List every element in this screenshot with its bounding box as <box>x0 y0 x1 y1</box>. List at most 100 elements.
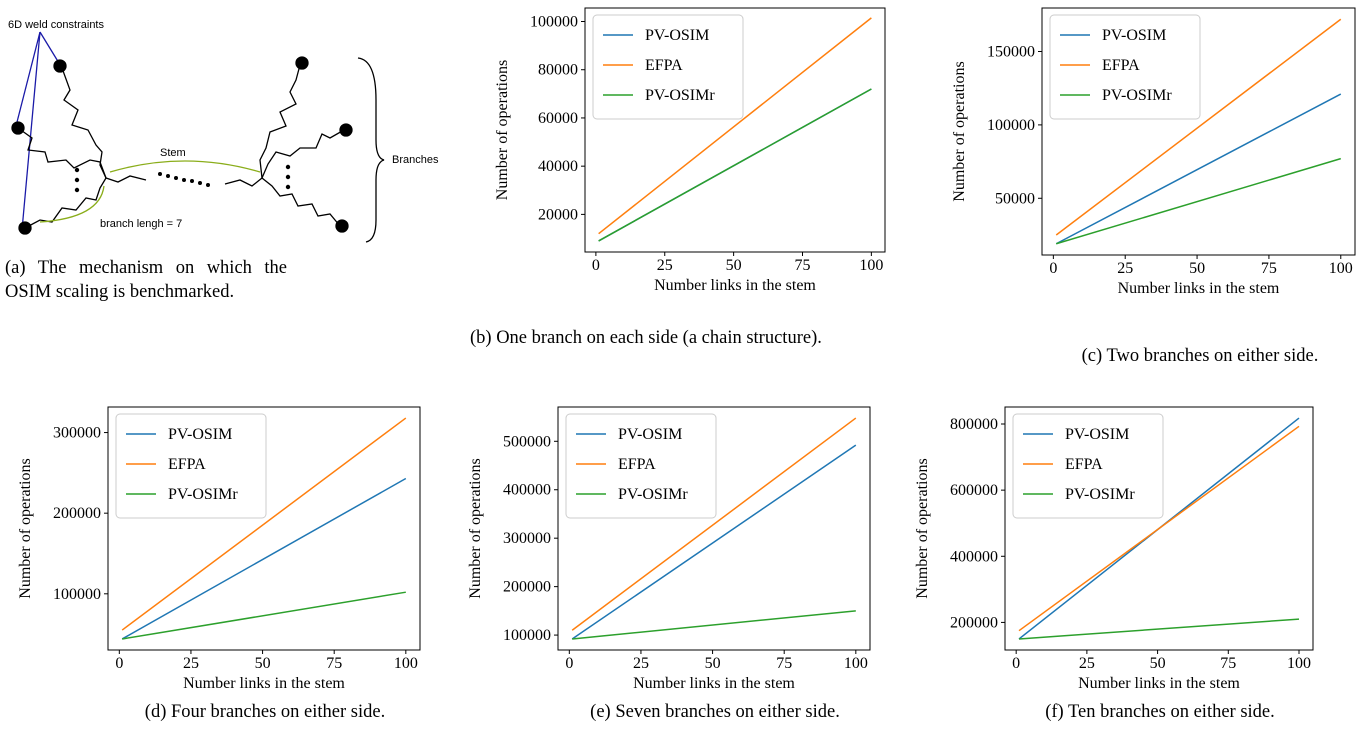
y-tick-label: 200000 <box>53 505 101 522</box>
axes-frame <box>584 7 886 253</box>
legend-label: PV-OSIMr <box>168 486 238 503</box>
y-axis-label: Number of operations <box>17 458 34 598</box>
legend-label: PV-OSIM <box>1065 426 1129 443</box>
caption: (a) The mechanism on which the OSIM scal… <box>5 258 287 302</box>
legend-label: EFPA <box>1065 456 1103 473</box>
x-tick-label: 50 <box>1189 260 1205 277</box>
series-line <box>598 88 872 242</box>
series-line <box>1055 93 1342 245</box>
y-tick-label: 300000 <box>503 530 551 547</box>
y-tick-label: 200000 <box>503 579 551 596</box>
y-tick-label: 100000 <box>53 586 101 603</box>
ellipsis-dots <box>74 164 291 193</box>
x-tick-label: 50 <box>1150 655 1166 672</box>
x-tick-label: 25 <box>1079 655 1095 672</box>
y-tick-label: 400000 <box>950 548 998 565</box>
diagram-label: Branches <box>392 154 439 166</box>
y-tick-label: 600000 <box>950 482 998 499</box>
x-tick-label: 50 <box>255 655 271 672</box>
caption: (d) Four branches on either side. <box>144 702 386 722</box>
end-effector <box>335 219 349 233</box>
end-effector <box>295 56 309 70</box>
y-tick-label: 300000 <box>53 425 101 442</box>
mechanism-diagram <box>11 31 385 243</box>
series-line <box>1018 618 1300 640</box>
y-axis-label: Number of operations <box>914 458 931 598</box>
branch <box>261 129 345 179</box>
x-axis-label: Number links in the stem <box>183 675 345 692</box>
series-line <box>1056 157 1341 245</box>
x-axis-label: Number links in the stem <box>1118 280 1280 297</box>
series-line <box>1055 18 1342 236</box>
x-tick-label: 75 <box>1220 655 1236 672</box>
legend: PV-OSIM EFPA PV-OSIMr <box>115 413 267 519</box>
y-tick-label: 500000 <box>503 433 551 450</box>
stem-arrow <box>109 160 261 173</box>
legend-label: PV-OSIM <box>1102 27 1166 44</box>
caption: (f) Ten branches on either side. <box>1045 702 1275 722</box>
legend-label: PV-OSIMr <box>1065 486 1135 503</box>
stem <box>105 175 147 183</box>
legend-label: EFPA <box>618 456 656 473</box>
x-tick-label: 75 <box>326 655 342 672</box>
end-effector <box>53 59 67 73</box>
x-tick-label: 50 <box>705 655 721 672</box>
y-tick-label: 200000 <box>950 614 998 631</box>
diagram-label: Stem <box>160 147 186 159</box>
diagram-label: branch lengh = 7 <box>100 218 182 230</box>
x-tick-label: 25 <box>183 655 199 672</box>
x-tick-label: 100 <box>844 655 868 672</box>
y-axis-label: Number of operations <box>951 61 968 201</box>
x-tick-label: 0 <box>1049 260 1057 277</box>
chart: 0 25 50 75 100 200000 400000 600000 800000 Number… <box>914 406 1314 692</box>
chart: 0 25 50 75 100 100000 200000 300000 400000 500000… <box>467 406 871 692</box>
end-effector <box>11 121 25 135</box>
legend-box <box>1049 14 1201 120</box>
x-tick-label: 100 <box>394 655 418 672</box>
series-line <box>121 417 407 631</box>
brace <box>357 57 385 243</box>
y-tick-label: 800000 <box>950 416 998 433</box>
legend-box <box>565 413 717 519</box>
series-line <box>1018 425 1300 632</box>
axes-frame <box>1041 7 1356 256</box>
branch <box>24 177 107 229</box>
chart: 0 25 50 75 100 50000 100000 150000 Number links … <box>951 7 1356 297</box>
x-tick-label: 100 <box>1329 260 1353 277</box>
x-tick-label: 50 <box>726 257 742 274</box>
axes-frame <box>1004 406 1314 651</box>
legend-label: PV-OSIMr <box>645 87 715 104</box>
x-tick-label: 75 <box>1261 260 1277 277</box>
x-axis-label: Number links in the stem <box>654 277 816 294</box>
x-tick-label: 0 <box>592 257 600 274</box>
caption: (b) One branch on each side (a chain str… <box>470 328 822 348</box>
x-tick-label: 100 <box>1287 655 1311 672</box>
end-effector <box>339 123 353 137</box>
legend: PV-OSIM EFPA PV-OSIMr <box>592 14 744 120</box>
diagram-label: 6D weld constraints <box>8 19 104 31</box>
legend-box <box>1012 413 1164 519</box>
legend-label: PV-OSIMr <box>1102 87 1172 104</box>
y-axis-label: Number of operations <box>494 60 511 200</box>
x-axis-label: Number links in the stem <box>633 675 795 692</box>
x-tick-label: 25 <box>633 655 649 672</box>
legend: PV-OSIM EFPA PV-OSIMr <box>1012 413 1164 519</box>
legend: PV-OSIM EFPA PV-OSIMr <box>1049 14 1201 120</box>
y-tick-label: 100000 <box>503 627 551 644</box>
series-line <box>571 417 857 631</box>
x-tick-label: 75 <box>794 257 810 274</box>
x-tick-label: 25 <box>657 257 673 274</box>
series-line <box>572 610 856 640</box>
branch <box>61 67 107 179</box>
y-tick-label: 100000 <box>530 14 578 31</box>
x-axis-label: Number links in the stem <box>1078 675 1240 692</box>
y-tick-label: 100000 <box>987 117 1035 134</box>
legend-label: PV-OSIM <box>618 426 682 443</box>
stem <box>224 177 263 187</box>
x-tick-label: 0 <box>565 655 573 672</box>
chart: 0 25 50 75 100 100000 200000 300000 Number links… <box>17 406 421 692</box>
y-tick-label: 150000 <box>987 44 1035 61</box>
y-tick-label: 40000 <box>538 158 578 175</box>
